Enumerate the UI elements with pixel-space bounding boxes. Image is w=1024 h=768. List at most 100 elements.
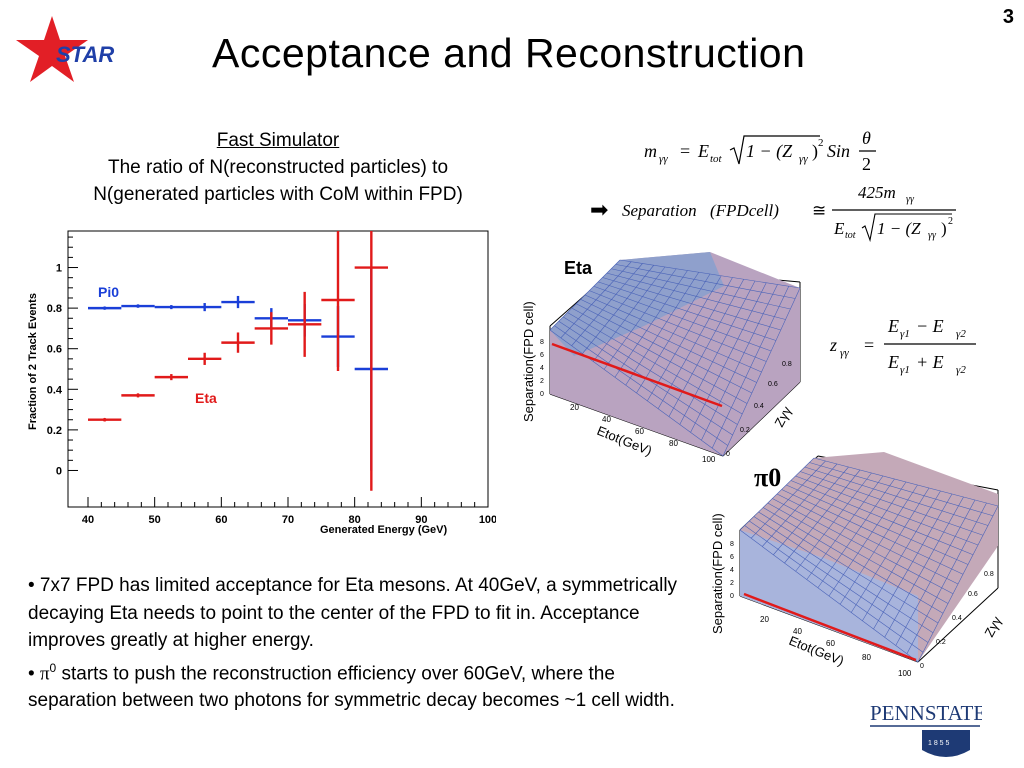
simulator-line-2: N(generated particles with CoM within FP… [93,184,463,205]
pi0-data-point [121,304,155,308]
slide-title: Acceptance and Reconstruction [212,30,806,76]
f1-sqrt-sub: γγ [799,153,808,165]
eta-data-point [188,352,222,365]
pennstate-year: 1 8 5 5 [928,740,950,747]
eta-data-point [354,231,388,491]
svg-text:40: 40 [602,415,611,424]
pi0-x-ticks: 20 40 60 80 100 [760,615,912,678]
svg-text:0: 0 [730,593,734,600]
eta-y-axis-label: Zγγ [771,403,794,429]
eta-data-point [88,417,122,422]
svg-text:20: 20 [760,615,769,624]
pi0-z-ticks: 0 2 4 6 8 [730,541,734,600]
svg-text:4: 4 [730,567,734,574]
f1-sqrt-body: 1 − (Z [746,141,793,162]
svg-text:40: 40 [793,627,802,636]
x-tick-label: 50 [149,514,161,526]
f2-den-sub: tot [845,230,856,241]
mesh-line [804,466,989,526]
pennstate-logo: PENNSTATE 1 8 5 5 [870,701,982,757]
f2-den-sqrt-end: ) [941,219,947,238]
svg-text:80: 80 [862,653,871,662]
mesh-line [602,277,781,331]
bullet-pi0-text: starts to push the reconstruction effici… [28,662,675,712]
f3-lhs: z [829,335,837,355]
y-tick-label: 0 [56,465,62,477]
svg-text:2: 2 [540,378,544,385]
f1-theta: θ [862,128,871,148]
eta-red-line [551,342,723,408]
chart-ticks: 40 50 60 70 80 90 100 0 0.2 0.4 0.6 0.8 1 [47,236,496,526]
eta-data-point [288,291,322,357]
pi0-z-axis-label: Separation(FPD cell) [710,513,725,634]
chart-series [88,231,388,491]
simulator-description: Fast Simulator The ratio of N(reconstruc… [40,127,516,208]
svg-text:2: 2 [730,580,734,587]
y-tick-label: 1 [56,263,62,275]
x-tick-label: 90 [415,514,427,526]
f2-den-sqrt: 1 − (Z [877,219,921,238]
f1-lhs: m [644,141,657,161]
svg-text:4: 4 [540,365,544,372]
bullet-list: • 7x7 FPD has limited acceptance for Eta… [28,572,688,715]
svg-text:6: 6 [540,352,544,359]
svg-text:8: 8 [730,541,734,548]
simulator-heading: Fast Simulator [216,130,340,151]
f2-numerator: 425m [858,183,896,202]
chart-x-axis-label: Generated Energy (GeV) [320,524,447,536]
eta-data-point [154,374,188,381]
pi-symbol: π [39,662,50,684]
pi0-x-axis-label: Etot(GeV) [787,633,846,669]
y-tick-label: 0.4 [47,384,63,396]
page-number: 3 [1002,6,1014,28]
svg-text:0.6: 0.6 [968,591,978,598]
svg-text:80: 80 [669,439,678,448]
f2-arg: (FPDcell) [710,201,779,220]
pi0-surface-mesh [739,457,999,663]
f2-approx: ≅ [812,201,826,220]
f2-arrow-icon: ➡ [590,197,608,222]
pi0-data-point [221,295,255,309]
f3-den-plus: + E [916,352,944,372]
bullet-pi0-reconstruction: • π0 starts to push the reconstruction e… [28,655,688,715]
f3-lhs-sub: γγ [840,347,849,359]
f3-den-sub1: γ1 [900,364,910,376]
pennstate-shield-icon [922,730,970,757]
mesh-line [884,496,964,638]
f1-e-sub: tot [710,153,723,165]
legend-pi0: Pi0 [98,284,119,300]
mesh-line [839,484,918,605]
pi0-data-point [188,303,222,312]
eta-surface-title: Eta [564,258,593,278]
mesh-line [800,471,984,536]
f1-two: 2 [862,154,871,174]
f2-den-sup: 2 [948,216,953,227]
f3-num-sub2: γ2 [956,328,966,340]
svg-text:0: 0 [726,451,730,458]
pi0-data-point [154,305,188,310]
f2-den-sqrt-sub: γγ [928,230,937,241]
svg-text:6: 6 [730,554,734,561]
mesh-line [690,282,767,433]
acceptance-chart: 40 50 60 70 80 90 100 0 0.2 0.4 0.6 0.8 1 Pi0 Eta Ge… [27,230,496,536]
mesh-line [647,275,722,402]
mesh-line [786,484,969,565]
f3-den-sub2: γ2 [956,364,966,376]
f2-den-e: E [833,219,845,238]
mesh-line [589,290,767,362]
f2-lhs: Separation [622,201,697,220]
eta-z-ticks: 0 2 4 6 8 [540,339,544,398]
svg-text:60: 60 [635,427,644,436]
eta-y-ticks: 0 0.2 0.4 0.6 0.8 [726,361,792,458]
y-tick-label: 0.6 [47,344,62,356]
svg-text:0.6: 0.6 [768,381,778,388]
y-tick-label: 0.2 [47,425,62,437]
mesh-line [813,457,999,507]
svg-text:0.2: 0.2 [740,427,750,434]
mesh-line [790,480,974,556]
f2-sqrt-sign [861,213,952,243]
f3-den-e1: E [887,352,899,372]
eta-data-point [254,312,288,345]
star-logo-text: STAR [56,42,114,67]
mesh-line [873,493,953,630]
